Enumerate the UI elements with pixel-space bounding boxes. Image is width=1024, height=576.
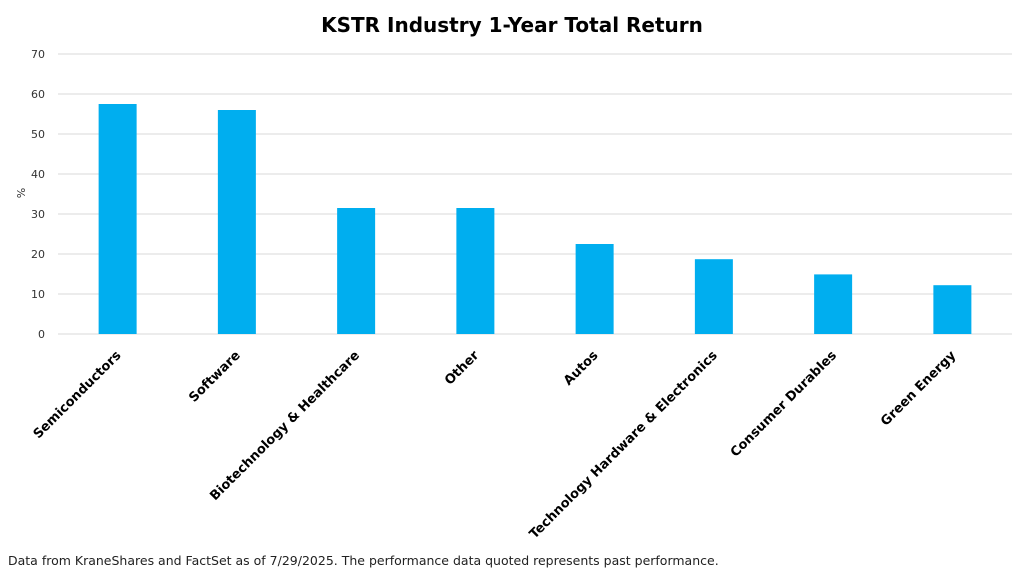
y-tick-label: 50 [31, 128, 45, 141]
x-tick-label: Green Energy [878, 348, 959, 429]
y-tick-label: 70 [31, 48, 45, 61]
x-tick-label: Consumer Durables [728, 348, 840, 460]
y-tick-label: 10 [31, 288, 45, 301]
bar [98, 104, 137, 334]
bar [933, 285, 972, 334]
bar [337, 208, 376, 334]
footnote: Data from KraneShares and FactSet as of … [8, 553, 719, 568]
bar [217, 110, 256, 334]
gridlines [58, 53, 1012, 335]
x-tick-label: Autos [561, 348, 602, 389]
x-tick-label: Semiconductors [31, 348, 125, 442]
bars [98, 104, 972, 334]
y-tick-label: 30 [31, 208, 45, 221]
y-tick-label: 40 [31, 168, 45, 181]
bar [575, 244, 614, 334]
x-tick-label: Other [442, 348, 483, 389]
x-tick-label: Software [186, 348, 244, 406]
bar [694, 259, 733, 334]
x-tick-label: Technology Hardware & Electronics [527, 348, 721, 542]
y-axis-ticks: 0 10 20 30 40 50 60 70 [31, 48, 45, 341]
y-axis-label: % [15, 188, 28, 198]
y-tick-label: 20 [31, 248, 45, 261]
chart-title: KSTR Industry 1-Year Total Return [321, 13, 703, 37]
y-tick-label: 60 [31, 88, 45, 101]
bar [814, 274, 853, 334]
bar [456, 208, 495, 334]
y-tick-label: 0 [38, 328, 45, 341]
